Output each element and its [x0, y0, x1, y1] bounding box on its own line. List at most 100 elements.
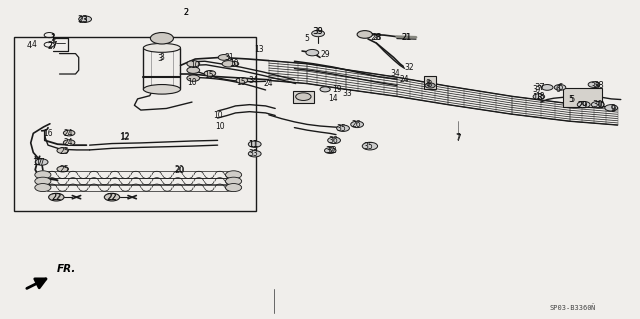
Circle shape	[187, 75, 200, 81]
Text: 10: 10	[214, 122, 225, 130]
Circle shape	[104, 193, 120, 201]
Text: 22: 22	[108, 193, 116, 202]
Text: 23: 23	[78, 16, 88, 25]
Text: 39: 39	[313, 27, 323, 36]
Text: 24: 24	[264, 79, 274, 88]
Bar	[563, 88, 602, 107]
Circle shape	[306, 49, 319, 56]
Circle shape	[187, 61, 200, 67]
Text: 8: 8	[425, 79, 430, 88]
Text: 30: 30	[593, 100, 603, 109]
Circle shape	[605, 105, 618, 111]
Text: 21: 21	[402, 33, 411, 42]
Circle shape	[57, 166, 68, 172]
Text: 24: 24	[63, 138, 73, 147]
Text: 28: 28	[371, 33, 381, 42]
Circle shape	[312, 30, 324, 37]
Circle shape	[554, 85, 566, 90]
Text: 6: 6	[556, 85, 561, 94]
Text: 22: 22	[107, 193, 117, 202]
Text: 29: 29	[321, 50, 331, 59]
Text: 5: 5	[568, 95, 573, 104]
Circle shape	[591, 101, 604, 108]
Text: 13: 13	[253, 45, 264, 54]
Text: 29: 29	[577, 101, 588, 110]
Circle shape	[228, 61, 239, 66]
Circle shape	[225, 183, 242, 192]
Text: 31: 31	[224, 53, 234, 62]
Text: 25: 25	[59, 147, 69, 156]
Circle shape	[204, 70, 216, 76]
Text: 2: 2	[183, 8, 188, 17]
Text: 27: 27	[47, 41, 58, 50]
Text: 9: 9	[611, 105, 616, 114]
Text: 35: 35	[364, 142, 374, 151]
Text: 19: 19	[332, 85, 342, 94]
Circle shape	[337, 125, 349, 131]
Text: 27: 27	[47, 42, 58, 51]
Text: 36: 36	[328, 136, 338, 145]
Circle shape	[588, 82, 600, 87]
Bar	[424, 76, 436, 89]
Text: 37: 37	[534, 83, 545, 92]
Bar	[14, 37, 256, 211]
Circle shape	[225, 171, 242, 179]
Ellipse shape	[143, 85, 180, 94]
Text: 10: 10	[228, 59, 239, 68]
Text: FR.: FR.	[56, 264, 76, 274]
Circle shape	[35, 183, 51, 192]
Circle shape	[225, 177, 242, 185]
Circle shape	[49, 193, 64, 201]
Text: 8: 8	[426, 80, 431, 89]
Text: 18: 18	[532, 93, 543, 102]
Circle shape	[218, 55, 230, 60]
Text: 22: 22	[52, 193, 61, 202]
Circle shape	[35, 159, 48, 165]
Ellipse shape	[143, 43, 180, 52]
Text: 38: 38	[593, 81, 604, 90]
Text: 3: 3	[157, 54, 163, 63]
Circle shape	[362, 142, 378, 150]
Text: 1: 1	[50, 33, 55, 42]
Text: 25: 25	[59, 165, 69, 174]
Circle shape	[222, 61, 235, 67]
Text: 10: 10	[187, 78, 197, 87]
Circle shape	[425, 83, 435, 88]
Text: Ñ: Ñ	[590, 304, 595, 311]
Text: 38: 38	[590, 82, 600, 91]
Circle shape	[35, 177, 51, 185]
Circle shape	[248, 141, 261, 147]
Text: 14: 14	[328, 94, 338, 103]
Text: 34: 34	[390, 69, 401, 78]
Circle shape	[248, 151, 261, 157]
Text: 32: 32	[404, 63, 415, 72]
Circle shape	[63, 140, 75, 145]
Text: 37: 37	[532, 85, 543, 94]
Circle shape	[57, 148, 68, 153]
Text: 16: 16	[43, 129, 53, 138]
Text: 12: 12	[120, 133, 130, 142]
Circle shape	[296, 93, 311, 100]
Text: 3: 3	[159, 53, 164, 62]
Text: SP03-B3360: SP03-B3360	[550, 305, 592, 311]
Text: 33: 33	[342, 89, 353, 98]
Text: 32: 32	[326, 146, 337, 155]
Text: 28: 28	[373, 33, 382, 42]
Bar	[293, 91, 314, 103]
Circle shape	[150, 33, 173, 44]
Text: 15: 15	[204, 71, 214, 80]
Text: 12: 12	[120, 132, 129, 141]
Text: 32: 32	[325, 146, 335, 155]
Text: 20: 20	[174, 166, 184, 175]
Text: 18: 18	[535, 92, 544, 101]
Text: 17: 17	[35, 158, 45, 167]
Text: 29: 29	[577, 101, 588, 110]
Text: 10: 10	[190, 61, 200, 70]
Circle shape	[324, 148, 336, 153]
Circle shape	[187, 67, 200, 73]
Text: 17: 17	[32, 158, 42, 167]
Text: 33: 33	[248, 149, 259, 158]
Text: 34: 34	[248, 76, 259, 85]
Text: 11: 11	[248, 140, 259, 149]
Text: 6: 6	[557, 83, 563, 92]
